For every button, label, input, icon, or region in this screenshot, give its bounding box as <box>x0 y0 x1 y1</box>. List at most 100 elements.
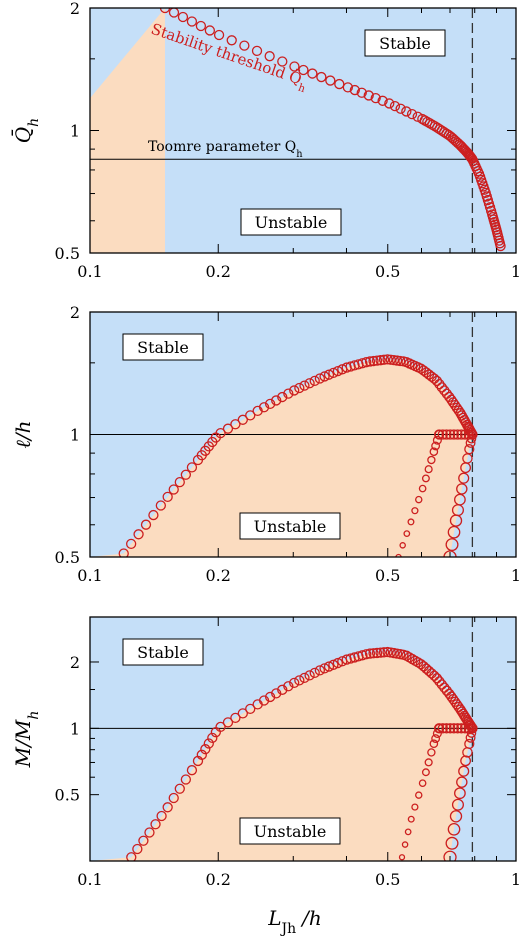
data-point <box>378 647 390 658</box>
data-point <box>375 355 386 366</box>
data-point <box>449 810 463 823</box>
data-point <box>277 391 288 403</box>
data-point <box>401 841 409 848</box>
data-point <box>431 734 441 744</box>
data-point <box>449 400 461 411</box>
data-point <box>126 852 137 861</box>
data-point <box>467 429 478 440</box>
stable-label: Stable <box>137 338 189 357</box>
y-tick-label: 1 <box>70 122 80 141</box>
data-point <box>446 691 457 702</box>
data-point <box>126 538 137 550</box>
unstable-region <box>90 359 473 557</box>
data-point <box>439 385 450 396</box>
data-point <box>395 553 402 557</box>
data-point <box>448 429 460 440</box>
data-point <box>299 672 310 684</box>
data-point <box>441 429 452 440</box>
data-point <box>341 654 352 665</box>
x-tick-label: 1 <box>511 262 520 281</box>
y-tick-label: 2 <box>70 0 80 18</box>
data-point <box>453 405 464 416</box>
data-point <box>415 495 423 504</box>
data-point <box>407 653 418 665</box>
data-point <box>168 484 179 495</box>
data-point <box>411 803 419 811</box>
data-point <box>309 667 320 679</box>
data-point <box>371 647 383 659</box>
data-point <box>411 507 419 515</box>
data-point <box>389 100 401 112</box>
data-point <box>437 429 448 440</box>
data-point <box>454 493 466 506</box>
data-point <box>459 723 471 734</box>
data-point <box>186 765 198 776</box>
data-point <box>466 728 477 738</box>
data-point <box>368 648 379 659</box>
data-point <box>353 651 364 662</box>
data-point <box>200 744 211 755</box>
data-point <box>289 385 300 396</box>
data-point <box>449 696 461 707</box>
data-point <box>401 106 412 117</box>
data-point <box>458 472 470 484</box>
y-tick-label: 0.5 <box>55 244 80 263</box>
data-point <box>203 738 214 749</box>
data-point <box>319 663 330 674</box>
data-point <box>452 723 463 734</box>
data-point <box>456 723 467 734</box>
data-point <box>447 525 461 539</box>
x-tick-label: 0.2 <box>206 262 231 281</box>
data-point <box>289 677 300 689</box>
data-point <box>162 802 173 813</box>
markers <box>126 646 478 861</box>
data-point <box>277 56 288 67</box>
data-point <box>395 103 406 114</box>
y-axis-label: M/Mh <box>11 711 42 769</box>
data-point <box>467 723 478 733</box>
data-point <box>448 723 460 734</box>
unstable-label: Unstable <box>254 822 327 841</box>
data-point <box>319 371 330 382</box>
y-tick-label: 2 <box>70 303 80 322</box>
data-point <box>222 423 234 434</box>
data-point <box>361 357 372 368</box>
unstable-label: Unstable <box>255 213 328 232</box>
data-point <box>445 429 456 440</box>
data-point <box>385 354 396 365</box>
data-point <box>357 650 368 661</box>
data-point <box>452 429 463 440</box>
y-tick-label: 1 <box>70 426 80 445</box>
data-point <box>361 649 372 660</box>
data-point <box>133 529 144 540</box>
data-point <box>325 75 336 86</box>
data-point <box>445 836 459 850</box>
data-point <box>180 469 192 480</box>
data-point <box>328 367 339 379</box>
data-point <box>155 500 166 511</box>
y-axis-label: Q̄h <box>10 118 42 143</box>
data-point <box>271 395 282 406</box>
data-point <box>429 373 440 384</box>
data-point <box>349 84 360 96</box>
data-point <box>456 429 467 440</box>
data-point <box>294 675 305 686</box>
y-tick-label: 0.5 <box>55 786 80 805</box>
data-point <box>406 108 418 120</box>
data-point <box>418 779 427 788</box>
unstable-box <box>240 208 342 236</box>
x-tick-label: 1 <box>511 566 520 585</box>
data-point <box>429 739 439 749</box>
data-point <box>427 119 438 130</box>
data-point <box>382 354 393 365</box>
unstable-region <box>90 8 501 253</box>
data-point <box>445 723 456 734</box>
data-point <box>316 71 327 83</box>
data-point <box>395 355 406 367</box>
data-point <box>375 647 386 658</box>
data-point <box>410 655 421 666</box>
data-point <box>404 828 412 836</box>
data-point <box>180 774 192 785</box>
data-point <box>237 708 248 719</box>
data-point <box>357 358 368 369</box>
